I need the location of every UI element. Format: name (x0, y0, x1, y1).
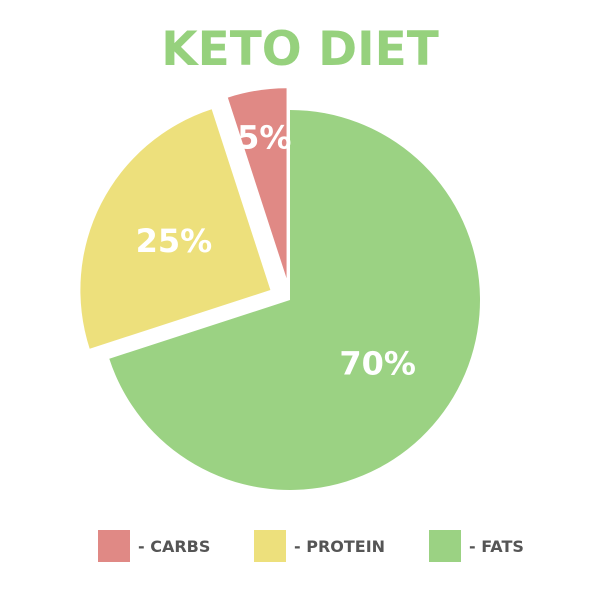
data-label-protein: 25% (136, 222, 213, 260)
chart-title: KETO DIET (161, 22, 439, 77)
legend-item-fats: - FATS (429, 529, 524, 563)
data-label-carbs: 5% (237, 119, 291, 157)
legend-swatch-carbs (98, 530, 130, 562)
legend-label-protein: - PROTEIN (294, 536, 386, 556)
legend-item-protein: - PROTEIN (254, 529, 385, 563)
pie-slice-fats (109, 110, 481, 490)
legend-swatch-fats (429, 530, 461, 562)
pie-slice-carbs (227, 88, 287, 279)
legend-label-fats: - FATS (469, 536, 524, 556)
legend-item-carbs: - CARBS (98, 529, 210, 563)
pie-slice-protein (80, 109, 271, 349)
legend-swatch-protein (254, 530, 286, 562)
legend-label-carbs: - CARBS (138, 536, 211, 556)
legend: - CARBS - PROTEIN - FATS (0, 529, 600, 563)
data-label-fats: 70% (339, 345, 416, 383)
